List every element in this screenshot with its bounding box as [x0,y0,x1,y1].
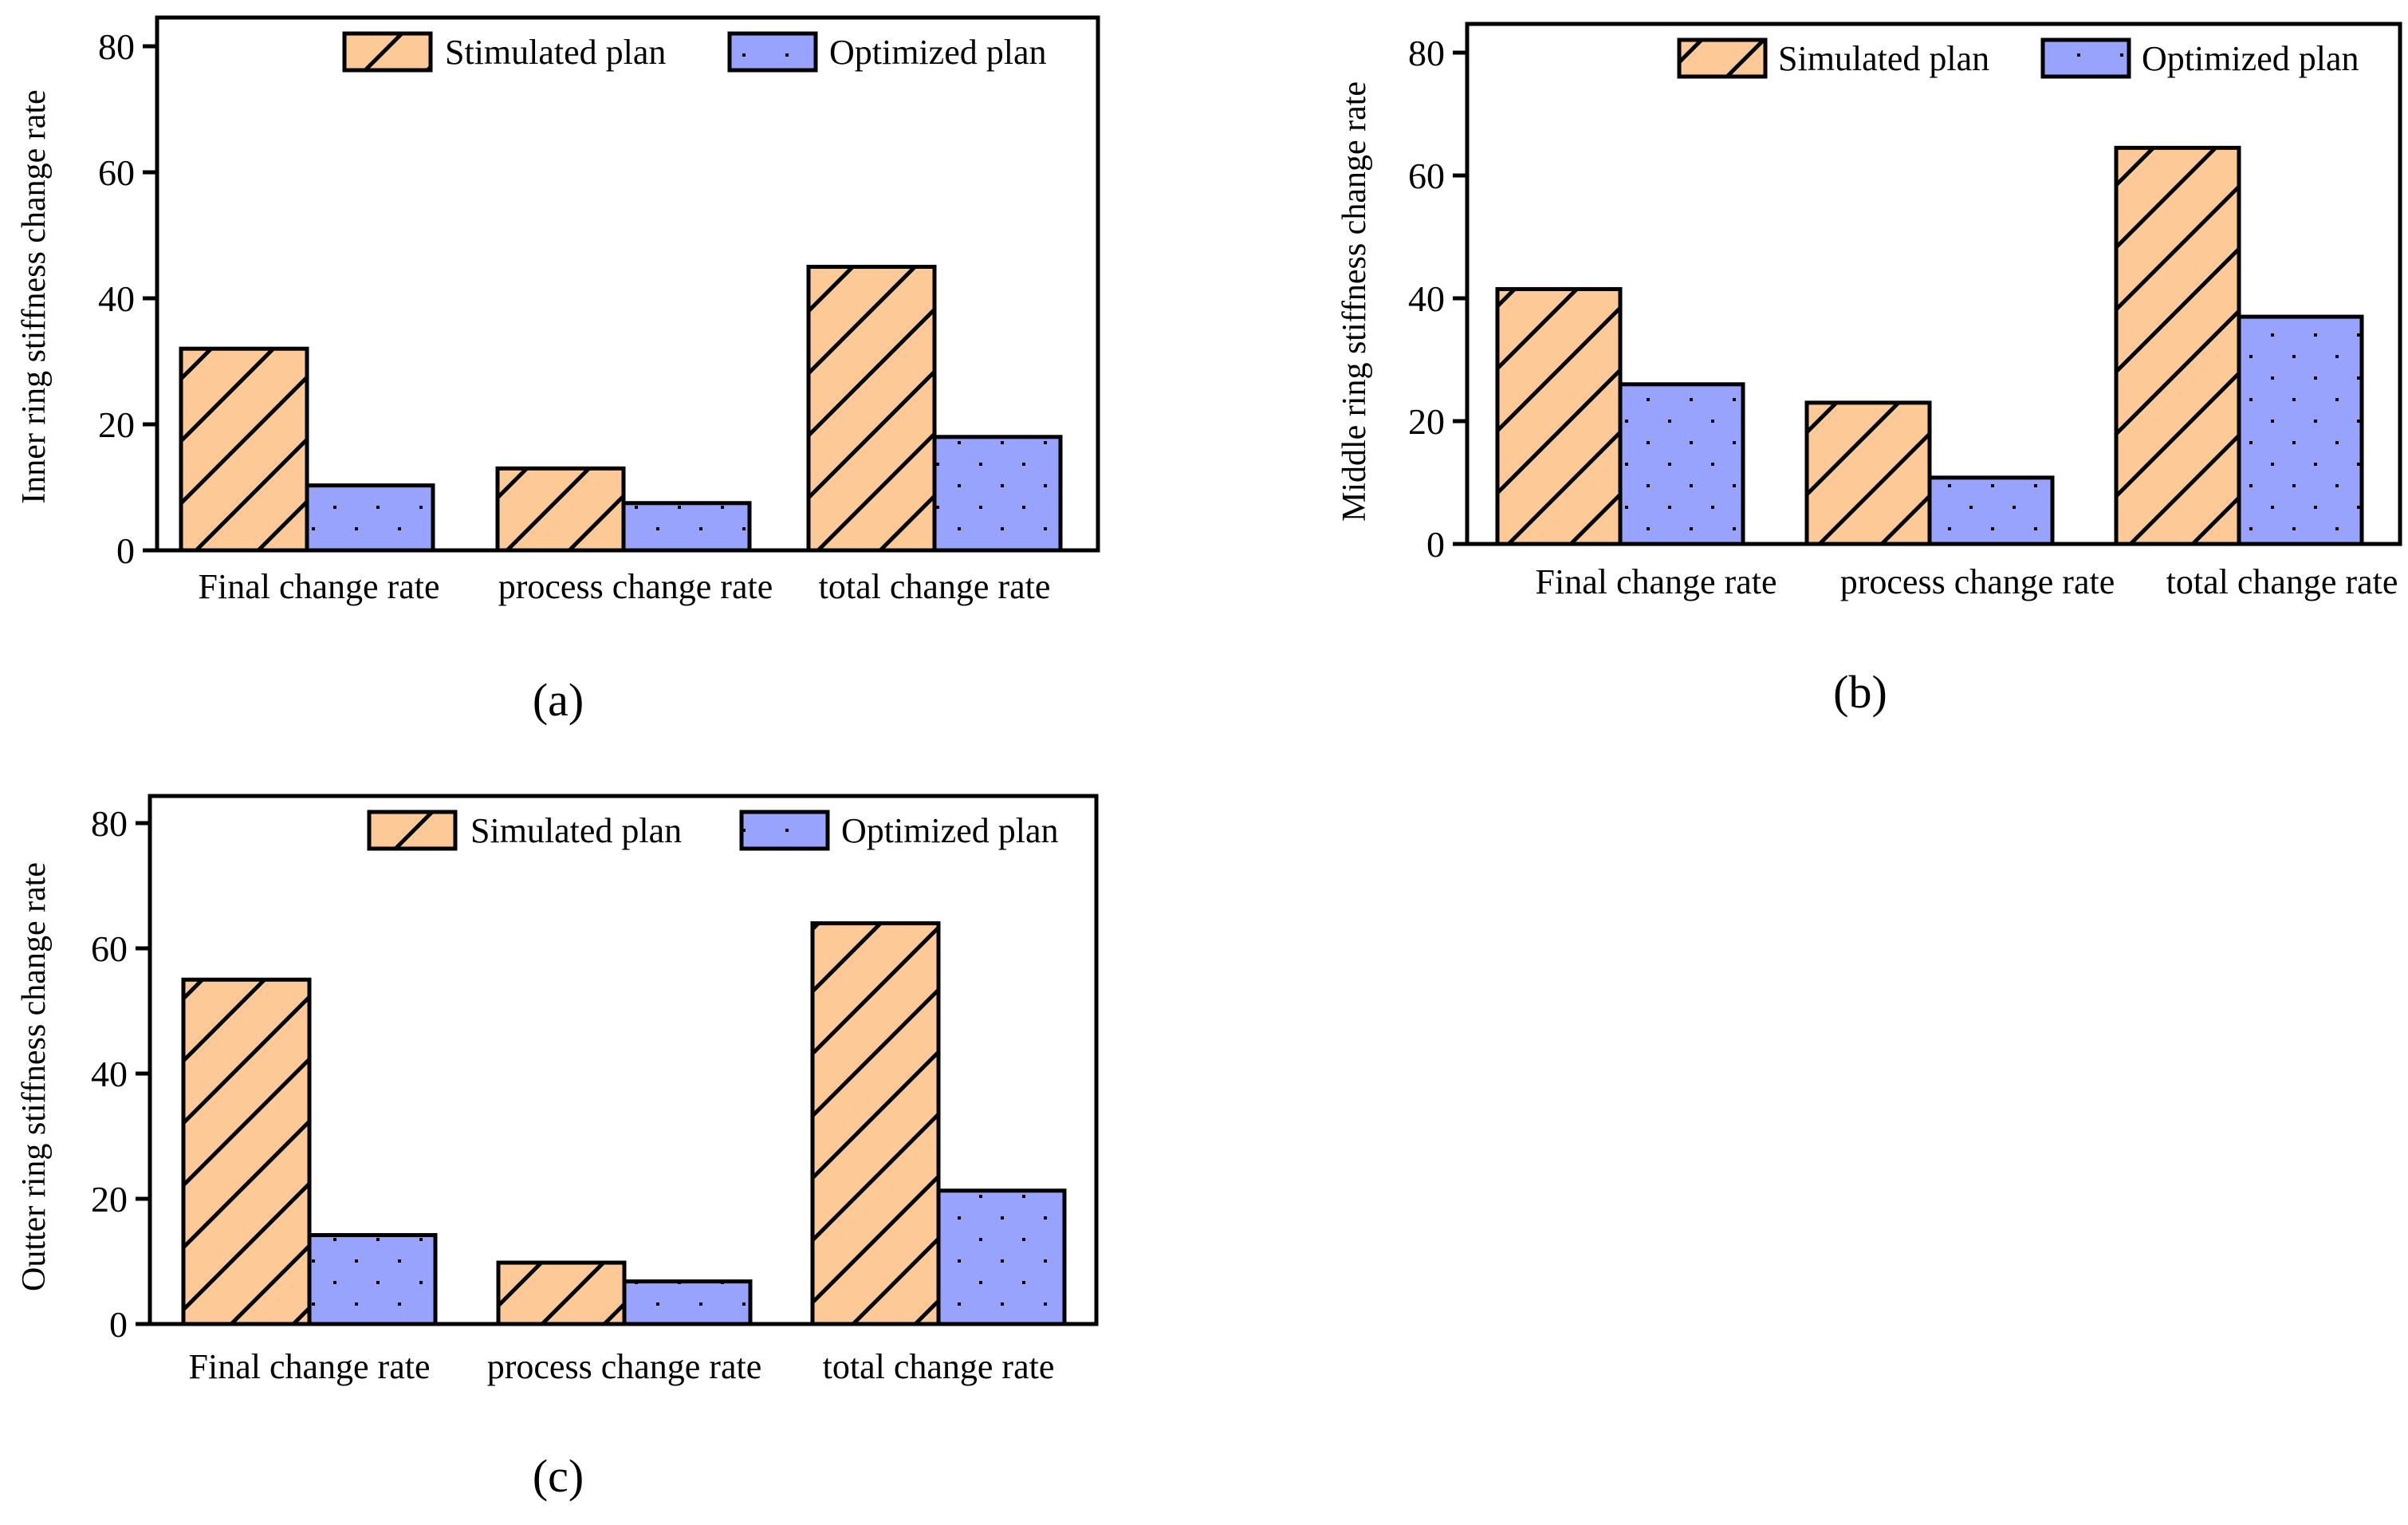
legend-swatch-optimized [727,31,818,73]
y-tick-label: 80 [91,803,128,844]
bar-optimized [621,501,752,553]
y-axis-label: Outter ring stiffness change rate [16,862,53,1291]
bars [179,265,1063,553]
bar-simulated [1495,286,1623,546]
y-tick-label: 80 [1408,33,1445,73]
legend-swatch-optimized [739,810,830,851]
y-tick-label: 0 [109,1304,128,1345]
y-axis-ticks: 0 20 40 60 80 [91,803,150,1345]
y-tick-label: 40 [98,278,135,319]
bar-optimized [622,1279,753,1326]
legend-swatch-optimized [2040,37,2131,79]
legend: Stimulated plan Optimized plan [342,31,1047,73]
legend: Simulated plan Optimized plan [1677,37,2359,79]
bar-optimized [936,1188,1067,1326]
x-tick-label: total change rate [819,567,1051,606]
x-tick-label: Final change rate [189,1347,431,1386]
legend-label-simulated: Stimulated plan [445,33,666,72]
y-tick-label: 0 [116,530,135,571]
y-tick-label: 0 [1426,524,1445,565]
bar-simulated [181,977,312,1326]
legend: Simulated plan Optimized plan [367,810,1059,851]
bar-optimized [2237,314,2364,546]
x-axis-labels: Final change rate process change rate to… [1536,562,2398,601]
y-tick-label: 20 [98,404,135,445]
legend-swatch-simulated [342,31,433,73]
plot-frame [155,15,1100,553]
y-axis-ticks: 0 20 40 60 80 [1408,33,1467,565]
legend-label-simulated: Simulated plan [1778,39,1989,78]
y-tick-label: 60 [91,928,128,969]
bar-optimized [305,483,435,553]
bars [1495,145,2364,546]
x-tick-label: process change rate [1840,562,2115,601]
y-tick-label: 40 [1408,278,1445,319]
legend-label-optimized: Optimized plan [841,811,1059,850]
bar-optimized [1618,382,1745,546]
legend-swatch-simulated [367,810,458,851]
x-tick-label: Final change rate [199,567,440,606]
x-tick-label: process change rate [498,567,773,606]
y-tick-label: 40 [91,1054,128,1094]
panel-label: (b) [1833,666,1887,718]
panel-label: (c) [533,1450,584,1502]
plot-frame [148,794,1099,1326]
panel-b: Middle ring stiffness change rate 0 20 40 6… [1336,22,2402,718]
bar-simulated [810,921,941,1326]
panel-a: Inner ring stiffness change rate 0 20 40 60… [16,15,1100,726]
panel-c: Outter ring stiffness change rate 0 20 40 6… [16,794,1099,1502]
bar-optimized [307,1233,438,1326]
bar-simulated [495,466,626,553]
legend-label-simulated: Simulated plan [470,811,682,850]
y-tick-label: 20 [91,1179,128,1220]
y-tick-label: 80 [98,26,135,67]
y-tick-label: 60 [98,152,135,193]
bar-simulated [179,346,309,553]
panel-label: (a) [533,674,584,726]
x-axis-labels: Final change rate process change rate to… [199,567,1051,606]
y-axis-ticks: 0 20 40 60 80 [98,26,157,571]
y-axis-label: Middle ring stiffness change rate [1336,81,1373,522]
bar-simulated [1804,400,1932,546]
bar-optimized [932,435,1063,553]
y-axis-label: Inner ring stiffness change rate [16,89,53,503]
x-tick-label: Final change rate [1536,562,1777,601]
x-tick-label: process change rate [487,1347,761,1386]
bar-simulated [496,1260,627,1326]
legend-label-optimized: Optimized plan [829,33,1047,72]
y-tick-label: 20 [1408,401,1445,442]
y-tick-label: 60 [1408,156,1445,196]
bar-simulated [806,265,937,553]
legend-swatch-simulated [1677,37,1768,79]
bars [181,921,1067,1326]
plot-frame [1465,22,2402,546]
x-axis-labels: Final change rate process change rate to… [189,1347,1055,1386]
bar-optimized [1927,475,2055,546]
x-tick-label: total change rate [823,1347,1055,1386]
legend-label-optimized: Optimized plan [2142,39,2359,78]
x-tick-label: total change rate [2166,562,2398,601]
bar-simulated [2114,145,2241,546]
